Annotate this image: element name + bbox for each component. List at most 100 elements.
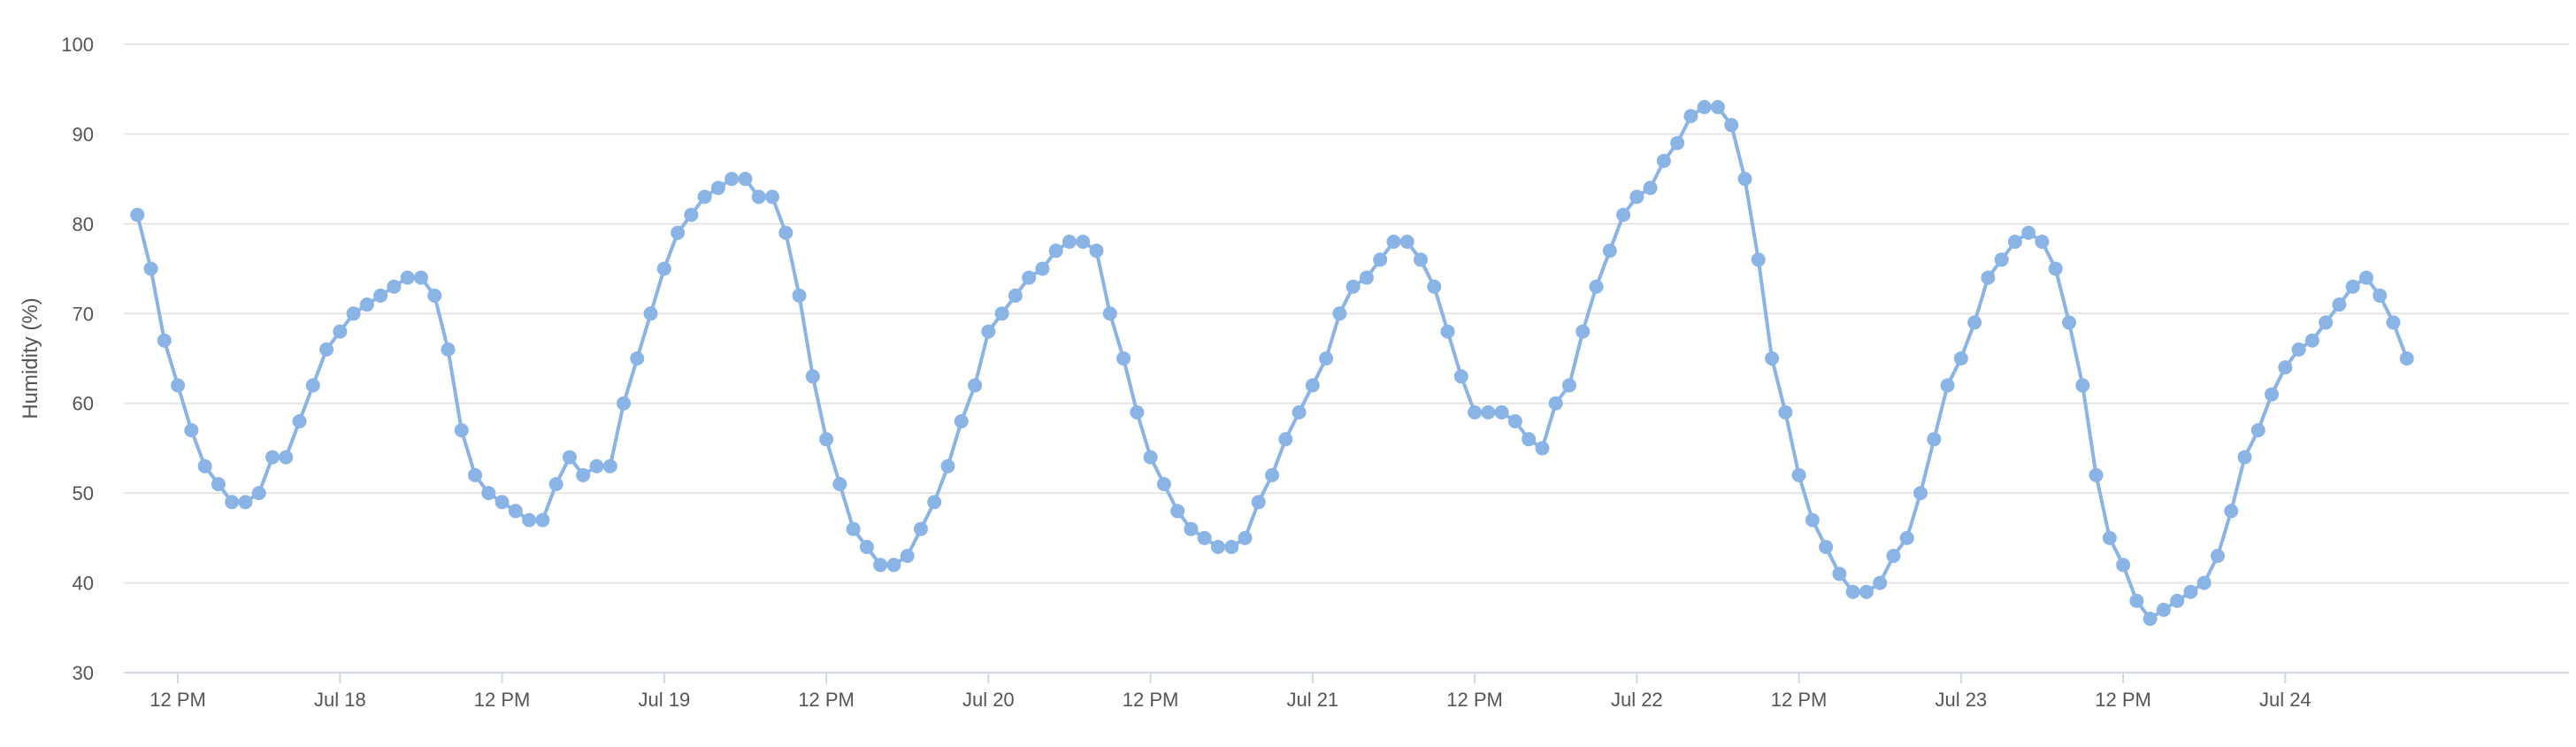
data-point bbox=[805, 369, 820, 384]
data-point bbox=[279, 450, 294, 465]
data-point bbox=[2265, 387, 2280, 402]
data-point bbox=[1576, 324, 1591, 339]
data-point bbox=[413, 270, 428, 285]
data-point bbox=[656, 261, 671, 276]
data-point bbox=[1589, 279, 1604, 294]
data-point bbox=[481, 486, 496, 501]
data-point bbox=[1440, 324, 1455, 339]
data-point bbox=[1062, 235, 1077, 250]
data-point bbox=[157, 333, 172, 348]
data-point bbox=[1548, 396, 1563, 411]
data-point bbox=[1927, 432, 1942, 447]
data-point bbox=[2021, 226, 2036, 240]
data-point bbox=[724, 172, 740, 187]
data-point bbox=[1251, 495, 1266, 510]
data-point bbox=[1886, 549, 1901, 564]
data-point bbox=[1616, 207, 1631, 222]
x-tick-label: 12 PM bbox=[474, 689, 531, 711]
data-point bbox=[2183, 584, 2198, 599]
data-point bbox=[900, 549, 915, 564]
data-point bbox=[2035, 235, 2050, 250]
data-point bbox=[333, 324, 348, 339]
data-point bbox=[130, 207, 145, 222]
data-point bbox=[859, 540, 874, 554]
y-tick-label: 50 bbox=[73, 482, 94, 504]
data-point bbox=[1184, 521, 1199, 536]
y-axis: 30 40 50 60 70 80 90 100 bbox=[61, 34, 94, 684]
data-point bbox=[1778, 404, 1793, 420]
x-tick-label: Jul 19 bbox=[638, 689, 690, 711]
data-point bbox=[292, 414, 307, 428]
data-point bbox=[264, 450, 280, 465]
data-point bbox=[576, 467, 591, 482]
data-point bbox=[2170, 593, 2185, 608]
data-point bbox=[468, 467, 483, 482]
x-tick-label: 12 PM bbox=[2095, 689, 2151, 711]
data-point bbox=[1643, 181, 1658, 196]
data-point bbox=[1089, 243, 1104, 258]
data-point bbox=[251, 486, 266, 501]
data-point bbox=[1102, 306, 1117, 321]
data-point bbox=[238, 495, 253, 510]
data-point bbox=[359, 297, 374, 312]
x-tick-label: Jul 20 bbox=[962, 689, 1015, 711]
data-point bbox=[1629, 189, 1644, 204]
data-point bbox=[1656, 153, 1671, 168]
data-point bbox=[1522, 432, 1537, 447]
data-point bbox=[1832, 566, 1847, 581]
data-point bbox=[1332, 306, 1347, 321]
data-point bbox=[1346, 279, 1361, 294]
data-point bbox=[1170, 504, 1185, 519]
data-point bbox=[1845, 584, 1860, 599]
data-point bbox=[2196, 575, 2212, 590]
data-point bbox=[1737, 172, 1752, 187]
data-point bbox=[1224, 540, 1239, 554]
data-point bbox=[143, 261, 158, 276]
data-point bbox=[1913, 486, 1928, 501]
data-point bbox=[2250, 423, 2266, 438]
x-tick-label: 12 PM bbox=[150, 689, 206, 711]
data-point bbox=[1265, 467, 1280, 482]
data-point bbox=[630, 351, 645, 366]
data-point bbox=[454, 423, 469, 438]
data-point bbox=[792, 289, 807, 303]
data-point bbox=[2089, 467, 2104, 482]
series-line bbox=[135, 105, 2409, 621]
data-point bbox=[873, 558, 888, 573]
data-point bbox=[1238, 530, 1253, 545]
data-point bbox=[1210, 540, 1225, 554]
data-point bbox=[2358, 270, 2373, 285]
data-point bbox=[1602, 243, 1617, 258]
x-tick-label: Jul 22 bbox=[1611, 689, 1663, 711]
data-point bbox=[2143, 612, 2158, 627]
data-point bbox=[927, 495, 942, 510]
data-point bbox=[2291, 342, 2306, 357]
data-point bbox=[1399, 235, 1414, 250]
x-tick-label: 12 PM bbox=[1446, 689, 1503, 711]
x-tick-label: Jul 21 bbox=[1286, 689, 1338, 711]
data-point bbox=[1130, 404, 1145, 420]
data-point bbox=[819, 432, 834, 447]
data-point bbox=[1468, 404, 1483, 420]
data-point bbox=[1319, 351, 1334, 366]
data-point bbox=[968, 378, 983, 393]
data-point bbox=[671, 226, 686, 240]
data-point bbox=[1022, 270, 1037, 285]
data-point bbox=[225, 495, 240, 510]
data-point bbox=[1994, 252, 2009, 267]
data-point bbox=[2399, 351, 2414, 366]
data-point bbox=[1116, 351, 1131, 366]
data-point bbox=[589, 458, 604, 474]
data-point bbox=[1292, 404, 1307, 420]
data-point bbox=[1751, 252, 1766, 267]
data-point bbox=[1507, 414, 1522, 428]
data-point bbox=[184, 423, 199, 438]
data-point bbox=[2129, 593, 2144, 608]
data-point bbox=[1359, 270, 1374, 285]
data-point bbox=[197, 458, 212, 474]
data-point bbox=[1197, 530, 1212, 545]
data-point bbox=[1967, 315, 1982, 330]
data-point bbox=[1873, 575, 1888, 590]
data-point bbox=[602, 458, 617, 474]
